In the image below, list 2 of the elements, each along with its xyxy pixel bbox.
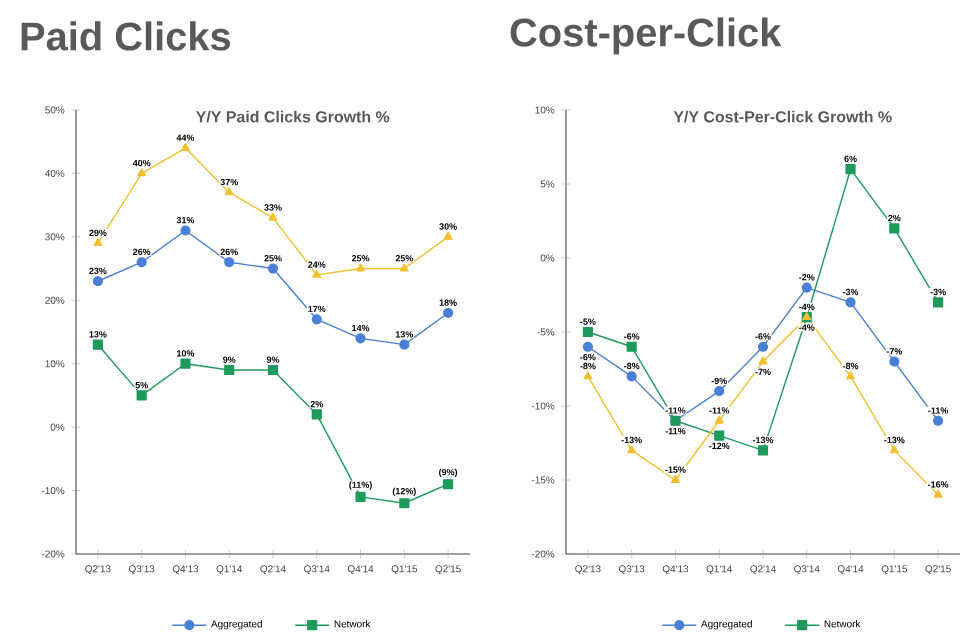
chart-title: Cost-per-Click <box>510 17 782 55</box>
chart-title: Paid Clicks <box>21 21 231 51</box>
